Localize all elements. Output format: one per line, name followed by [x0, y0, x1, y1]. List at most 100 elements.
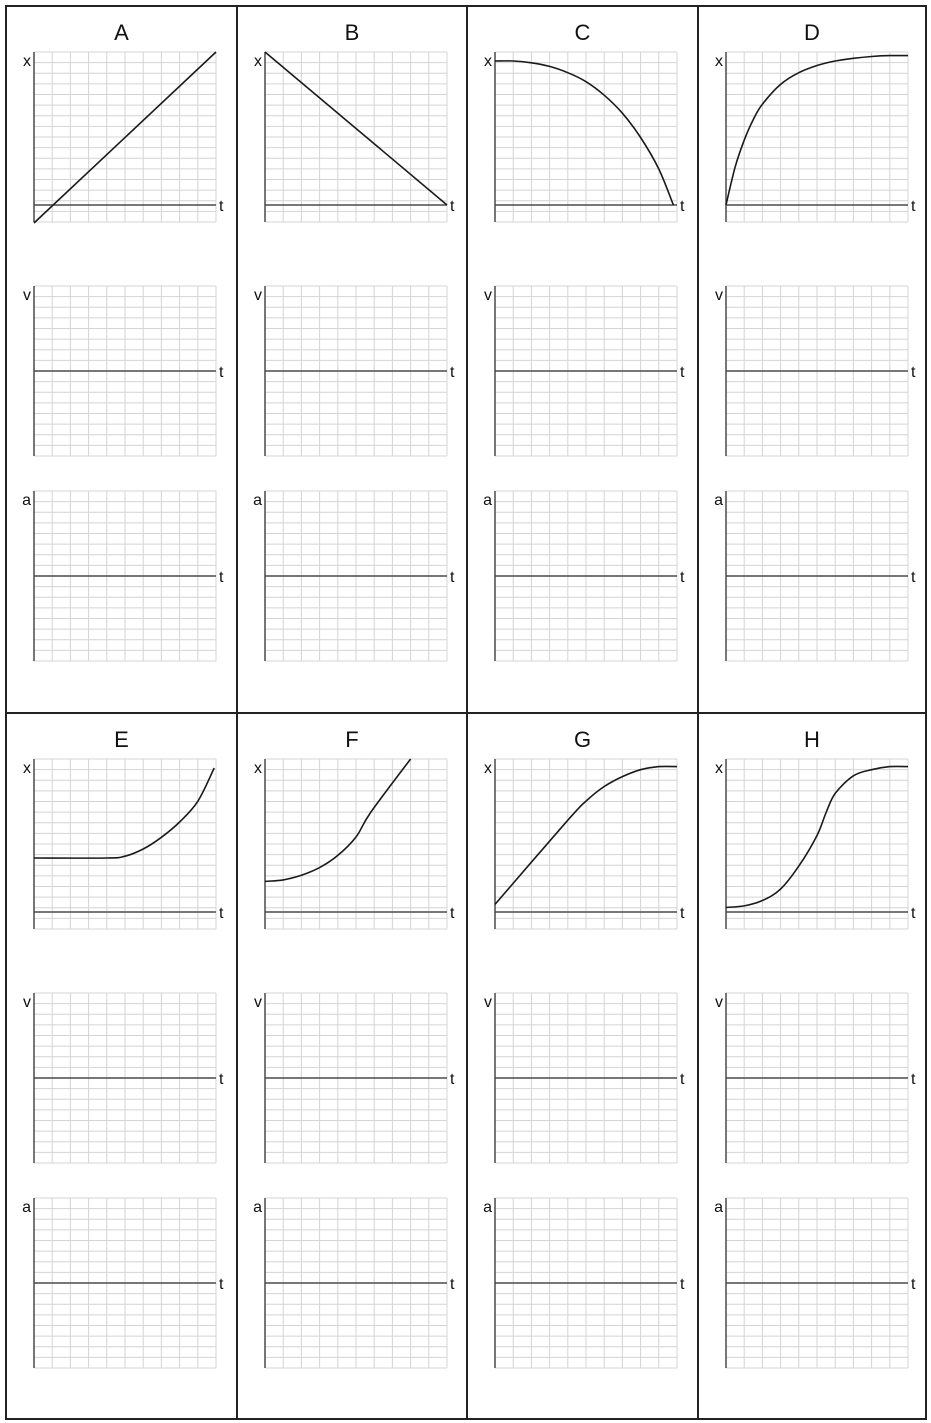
graph-a: at — [714, 1197, 916, 1369]
axis-label-t: t — [911, 198, 916, 215]
graph-v: vt — [254, 992, 455, 1164]
axis-label-a: a — [483, 1199, 492, 1216]
axis-label-t: t — [219, 364, 224, 381]
axis-label-t: t — [219, 1276, 224, 1293]
axis-label-x: x — [23, 760, 31, 777]
position-curve — [264, 758, 412, 883]
axis-label-t: t — [219, 569, 224, 586]
graph-grid — [725, 758, 909, 930]
graph-v: vt — [484, 285, 685, 457]
graph-v: vt — [715, 992, 916, 1164]
axis-label-t: t — [680, 198, 685, 215]
panel-label: C — [575, 20, 591, 45]
graph-x: xt — [23, 51, 224, 224]
graph-v: vt — [254, 285, 455, 457]
axis-label-x: x — [254, 760, 262, 777]
axis-label-v: v — [254, 287, 262, 304]
graph-grid — [33, 758, 217, 930]
axis-label-t: t — [219, 1071, 224, 1088]
axis-label-a: a — [253, 492, 262, 509]
position-curve — [725, 765, 909, 909]
graph-a: at — [22, 1197, 224, 1369]
graph-x: xt — [484, 758, 685, 930]
axis-label-t: t — [450, 198, 455, 215]
panel-label: D — [804, 20, 820, 45]
graph-grid — [33, 51, 217, 223]
panel-label: E — [114, 727, 129, 752]
axis-label-t: t — [450, 905, 455, 922]
position-curve — [33, 767, 215, 859]
axis-label-a: a — [22, 492, 31, 509]
graph-grid — [264, 758, 448, 930]
axis-label-a: a — [714, 492, 723, 509]
axis-label-t: t — [911, 1276, 916, 1293]
graph-grid — [494, 758, 678, 930]
axis-label-t: t — [450, 364, 455, 381]
graph-v: vt — [23, 992, 224, 1164]
position-curve — [494, 60, 675, 206]
axis-label-t: t — [911, 905, 916, 922]
axis-label-t: t — [911, 364, 916, 381]
graph-a: at — [253, 1197, 455, 1369]
graph-v: vt — [484, 992, 685, 1164]
axis-label-a: a — [22, 1199, 31, 1216]
panel-label: A — [114, 20, 129, 45]
axis-label-t: t — [911, 569, 916, 586]
axis-label-a: a — [483, 492, 492, 509]
graph-grid — [494, 51, 678, 223]
axis-label-v: v — [484, 287, 492, 304]
graph-a: at — [483, 1197, 685, 1369]
axis-label-t: t — [680, 364, 685, 381]
graph-v: vt — [23, 285, 224, 457]
axis-label-t: t — [450, 1276, 455, 1293]
graph-x: xt — [715, 758, 916, 930]
axis-label-v: v — [23, 287, 31, 304]
axis-label-t: t — [680, 905, 685, 922]
axis-label-x: x — [484, 53, 492, 70]
position-curve — [264, 51, 448, 206]
graph-a: at — [483, 490, 685, 662]
graph-x: xt — [254, 758, 455, 930]
axis-label-t: t — [680, 1071, 685, 1088]
graph-grid — [725, 51, 909, 223]
worksheet-frame — [5, 5, 927, 1420]
axis-label-t: t — [219, 198, 224, 215]
axis-label-a: a — [714, 1199, 723, 1216]
panel-label: B — [345, 20, 360, 45]
graph-a: at — [22, 490, 224, 662]
axis-label-v: v — [484, 994, 492, 1011]
axis-label-x: x — [715, 53, 723, 70]
axis-label-x: x — [484, 760, 492, 777]
graph-a: at — [253, 490, 455, 662]
position-curve — [494, 765, 678, 905]
axis-label-v: v — [715, 994, 723, 1011]
graph-x: xt — [254, 51, 455, 223]
axis-label-x: x — [254, 53, 262, 70]
axis-label-a: a — [253, 1199, 262, 1216]
axis-label-t: t — [680, 569, 685, 586]
graph-grid — [264, 490, 448, 662]
graph-a: at — [714, 490, 916, 662]
position-curve — [33, 51, 217, 224]
graph-grid — [264, 51, 448, 223]
axis-label-t: t — [911, 1071, 916, 1088]
axis-label-v: v — [23, 994, 31, 1011]
axis-label-x: x — [23, 53, 31, 70]
axis-label-v: v — [254, 994, 262, 1011]
axis-label-t: t — [219, 905, 224, 922]
graph-v: vt — [715, 285, 916, 457]
axis-label-t: t — [450, 1071, 455, 1088]
axis-label-x: x — [715, 760, 723, 777]
graph-x: xt — [484, 51, 685, 223]
axis-label-t: t — [680, 1276, 685, 1293]
position-curve — [725, 54, 909, 206]
